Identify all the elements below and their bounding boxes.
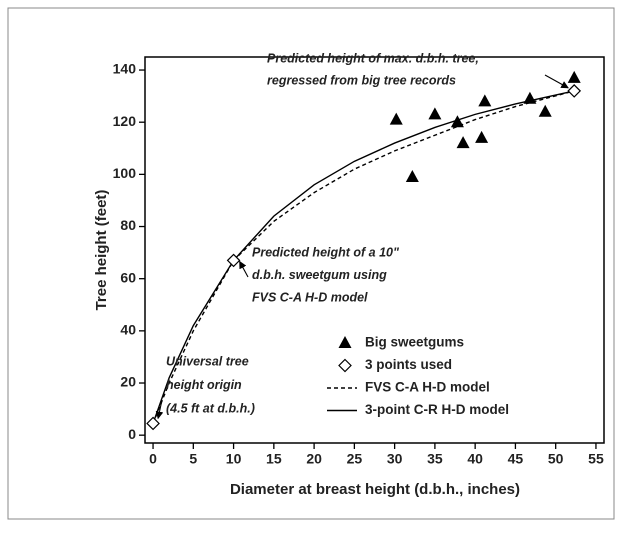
point	[523, 91, 537, 104]
y-tick-label: 80	[120, 217, 136, 233]
x-tick-label: 45	[508, 451, 524, 467]
point	[538, 104, 552, 117]
legend-label: 3 points used	[365, 357, 452, 372]
point	[450, 115, 464, 128]
annotation: Predicted height of max. d.b.h. tree,	[267, 51, 479, 65]
point	[405, 169, 419, 182]
point	[428, 107, 442, 120]
annotation: Predicted height of a 10"	[252, 245, 400, 259]
x-tick-label: 40	[467, 451, 483, 467]
frame	[7, 7, 615, 520]
y-tick-label: 140	[113, 61, 137, 77]
y-axis-label: Tree height (feet)	[93, 190, 110, 311]
y-tick-label: 20	[120, 374, 136, 390]
point	[567, 84, 582, 98]
x-tick-label: 50	[548, 451, 564, 467]
curve	[152, 90, 575, 424]
point	[146, 416, 160, 431]
annotation-arrow	[155, 399, 164, 420]
annotation: regressed from big tree records	[267, 73, 456, 87]
x-axis-label: Diameter at breast height (d.b.h., inche…	[230, 481, 520, 498]
plot-area	[144, 56, 605, 444]
x-tick-label: 15	[266, 451, 282, 467]
annotation: FVS C-A H-D model	[252, 290, 368, 304]
legend-marker	[338, 358, 352, 373]
annotation: height origin	[166, 378, 242, 392]
legend-label: FVS C-A H-D model	[365, 380, 490, 395]
annotation-arrow	[239, 260, 249, 278]
y-tick-label: 40	[120, 322, 136, 338]
x-tick-label: 55	[588, 451, 604, 467]
annotation: (4.5 ft at d.b.h.)	[166, 401, 255, 415]
point	[226, 253, 241, 268]
point	[389, 112, 403, 125]
y-tick-label: 100	[113, 165, 137, 181]
y-tick-label: 0	[128, 426, 136, 442]
annotation-arrow	[544, 74, 569, 89]
legend-label: 3-point C-R H-D model	[365, 402, 509, 417]
x-tick-label: 25	[347, 451, 363, 467]
y-tick-label: 120	[113, 113, 137, 129]
y-tick-label: 60	[120, 269, 136, 285]
point	[456, 136, 470, 149]
point	[567, 70, 581, 83]
x-tick-label: 30	[387, 451, 403, 467]
legend-marker	[338, 336, 352, 348]
point	[478, 94, 492, 107]
x-tick-label: 20	[306, 451, 322, 467]
annotation: Universal tree	[166, 354, 249, 368]
x-tick-label: 5	[189, 451, 197, 467]
annotation: d.b.h. sweetgum using	[252, 268, 387, 282]
curve	[152, 90, 575, 424]
x-tick-label: 0	[149, 451, 157, 467]
x-tick-label: 10	[226, 451, 242, 467]
point	[475, 130, 489, 143]
x-tick-label: 35	[427, 451, 443, 467]
legend-label: Big sweetgums	[365, 335, 464, 350]
